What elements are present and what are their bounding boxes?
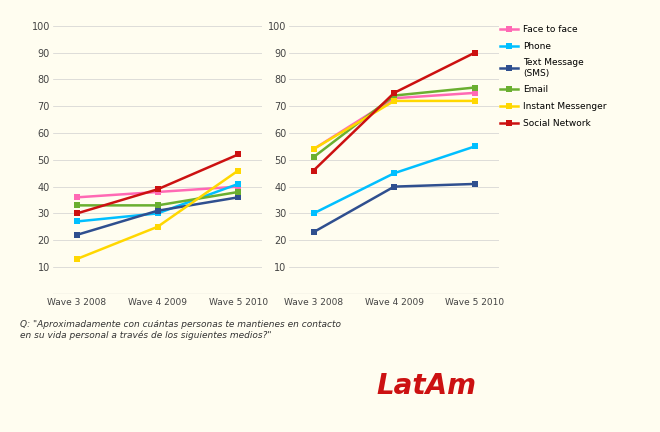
Text: Q: "Aproximadamente con cuántas personas te mantienes en contacto
en su vida per: Q: "Aproximadamente con cuántas personas… — [20, 320, 341, 340]
Legend: Face to face, Phone, Text Message
(SMS), Email, Instant Messenger, Social Networ: Face to face, Phone, Text Message (SMS),… — [500, 25, 607, 128]
Text: LatAm: LatAm — [376, 372, 477, 400]
